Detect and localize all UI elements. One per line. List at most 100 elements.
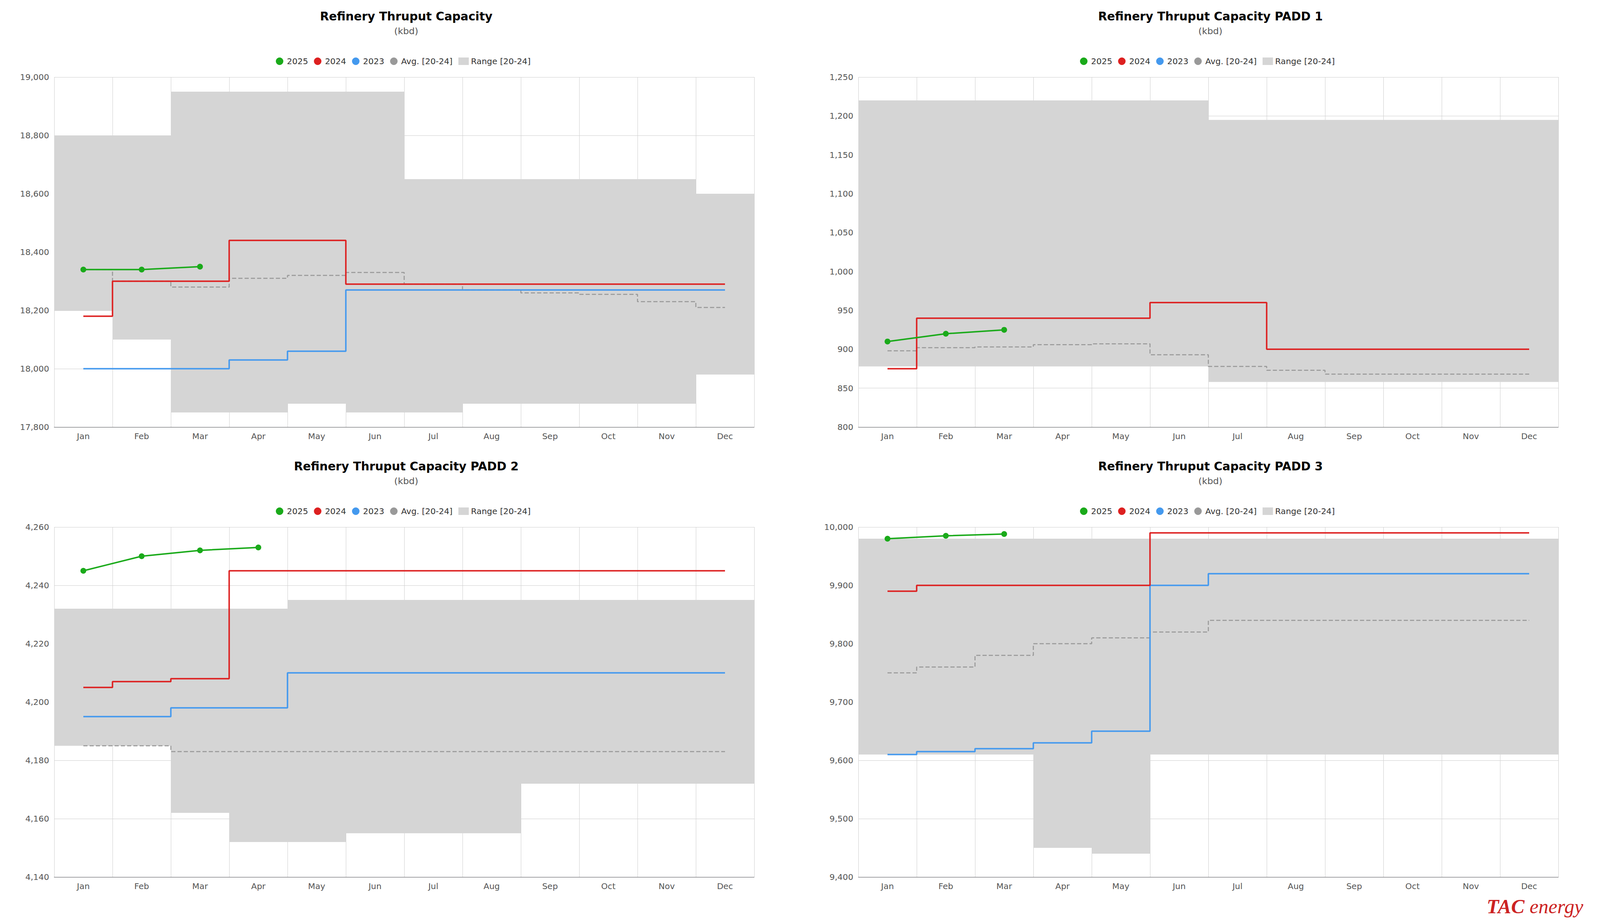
svg-text:2023: 2023: [362, 56, 385, 67]
svg-text:Jun: Jun: [367, 881, 382, 892]
svg-text:9,800: 9,800: [829, 638, 854, 649]
svg-text:4,260: 4,260: [25, 522, 50, 533]
svg-text:Mar: Mar: [192, 431, 209, 442]
svg-text:1,000: 1,000: [829, 266, 854, 277]
svg-text:May: May: [307, 881, 326, 892]
svg-text:4,220: 4,220: [25, 638, 50, 649]
svg-text:2023: 2023: [362, 506, 385, 517]
svg-text:Feb: Feb: [134, 431, 149, 442]
svg-text:Feb: Feb: [938, 881, 953, 892]
svg-text:Feb: Feb: [938, 431, 953, 442]
svg-text:Refinery Thruput Capacity: Refinery Thruput Capacity: [320, 9, 493, 24]
svg-text:2023: 2023: [1167, 506, 1189, 517]
svg-text:Dec: Dec: [1521, 881, 1538, 892]
svg-text:18,000: 18,000: [20, 363, 50, 374]
svg-text:Range [20-24]: Range [20-24]: [1275, 506, 1335, 517]
svg-text:Dec: Dec: [717, 431, 734, 442]
svg-text:9,400: 9,400: [829, 872, 854, 883]
svg-text:4,140: 4,140: [25, 872, 50, 883]
svg-text:18,200: 18,200: [20, 305, 50, 316]
svg-text:(kbd): (kbd): [1198, 25, 1223, 37]
svg-text:TAC: TAC: [1486, 895, 1525, 918]
svg-text:1,250: 1,250: [829, 72, 854, 83]
svg-text:2024: 2024: [1129, 56, 1151, 67]
svg-text:2025: 2025: [1091, 506, 1113, 517]
svg-text:Sep: Sep: [542, 431, 558, 442]
svg-text:energy: energy: [1529, 895, 1584, 918]
svg-text:800: 800: [837, 422, 854, 433]
svg-text:May: May: [307, 431, 326, 442]
svg-text:1,100: 1,100: [829, 188, 854, 199]
svg-text:Jan: Jan: [880, 431, 895, 442]
svg-text:Avg. [20-24]: Avg. [20-24]: [1205, 506, 1257, 517]
svg-text:May: May: [1112, 881, 1130, 892]
svg-text:Jan: Jan: [880, 881, 895, 892]
svg-text:Oct: Oct: [1405, 881, 1420, 892]
svg-text:Nov: Nov: [658, 881, 675, 892]
svg-text:Jun: Jun: [367, 431, 382, 442]
svg-text:18,800: 18,800: [20, 130, 50, 141]
svg-text:2024: 2024: [325, 56, 347, 67]
svg-text:Avg. [20-24]: Avg. [20-24]: [401, 56, 453, 67]
svg-text:Avg. [20-24]: Avg. [20-24]: [401, 506, 453, 517]
svg-text:2023: 2023: [1167, 56, 1189, 67]
svg-text:Sep: Sep: [542, 881, 558, 892]
svg-text:Apr: Apr: [251, 431, 266, 442]
svg-text:9,500: 9,500: [829, 813, 854, 824]
svg-text:Dec: Dec: [717, 881, 734, 892]
svg-text:Range [20-24]: Range [20-24]: [470, 506, 531, 517]
svg-text:9,600: 9,600: [829, 755, 854, 766]
svg-text:18,600: 18,600: [20, 188, 50, 199]
svg-text:Aug: Aug: [483, 881, 500, 892]
svg-text:Jul: Jul: [427, 431, 439, 442]
svg-text:Mar: Mar: [996, 881, 1013, 892]
svg-text:9,700: 9,700: [829, 697, 854, 708]
svg-text:Jun: Jun: [1171, 431, 1186, 442]
svg-text:Sep: Sep: [1346, 431, 1363, 442]
svg-text:Apr: Apr: [1055, 881, 1070, 892]
svg-text:Refinery Thruput Capacity PADD: Refinery Thruput Capacity PADD 1: [1097, 9, 1323, 24]
svg-text:850: 850: [837, 383, 854, 394]
svg-text:Oct: Oct: [601, 881, 616, 892]
svg-text:Sep: Sep: [1346, 881, 1363, 892]
svg-text:1,200: 1,200: [829, 110, 854, 121]
svg-text:4,180: 4,180: [25, 755, 50, 766]
svg-text:Jul: Jul: [1231, 431, 1243, 442]
svg-text:Nov: Nov: [1462, 431, 1479, 442]
svg-text:Jul: Jul: [1231, 881, 1243, 892]
svg-text:2025: 2025: [1091, 56, 1113, 67]
svg-text:1,050: 1,050: [829, 227, 854, 238]
svg-text:(kbd): (kbd): [1198, 475, 1223, 487]
svg-text:Oct: Oct: [601, 431, 616, 442]
svg-text:Nov: Nov: [1462, 881, 1479, 892]
svg-text:Avg. [20-24]: Avg. [20-24]: [1205, 56, 1257, 67]
svg-text:17,800: 17,800: [20, 422, 50, 433]
svg-text:Aug: Aug: [1287, 881, 1304, 892]
svg-text:10,000: 10,000: [824, 522, 854, 533]
svg-text:2024: 2024: [325, 506, 347, 517]
svg-text:Dec: Dec: [1521, 431, 1538, 442]
svg-text:Jun: Jun: [1171, 881, 1186, 892]
svg-text:Jul: Jul: [427, 881, 439, 892]
svg-text:2025: 2025: [287, 506, 309, 517]
svg-text:900: 900: [837, 344, 854, 355]
svg-text:4,160: 4,160: [25, 813, 50, 824]
svg-text:Jan: Jan: [76, 431, 90, 442]
svg-text:2024: 2024: [1129, 506, 1151, 517]
svg-text:Apr: Apr: [251, 881, 266, 892]
svg-text:Aug: Aug: [483, 431, 500, 442]
svg-text:950: 950: [837, 305, 854, 316]
svg-text:Mar: Mar: [996, 431, 1013, 442]
svg-text:4,200: 4,200: [25, 697, 50, 708]
svg-text:Jan: Jan: [76, 881, 90, 892]
svg-text:Refinery Thruput Capacity PADD: Refinery Thruput Capacity PADD 2: [293, 459, 519, 474]
svg-text:2025: 2025: [287, 56, 309, 67]
svg-text:Nov: Nov: [658, 431, 675, 442]
svg-text:19,000: 19,000: [20, 72, 50, 83]
svg-text:4,240: 4,240: [25, 580, 50, 591]
svg-text:Feb: Feb: [134, 881, 149, 892]
svg-text:Range [20-24]: Range [20-24]: [1275, 56, 1335, 67]
svg-text:Refinery Thruput Capacity PADD: Refinery Thruput Capacity PADD 3: [1097, 459, 1323, 474]
svg-text:Range [20-24]: Range [20-24]: [470, 56, 531, 67]
svg-text:Mar: Mar: [192, 881, 209, 892]
